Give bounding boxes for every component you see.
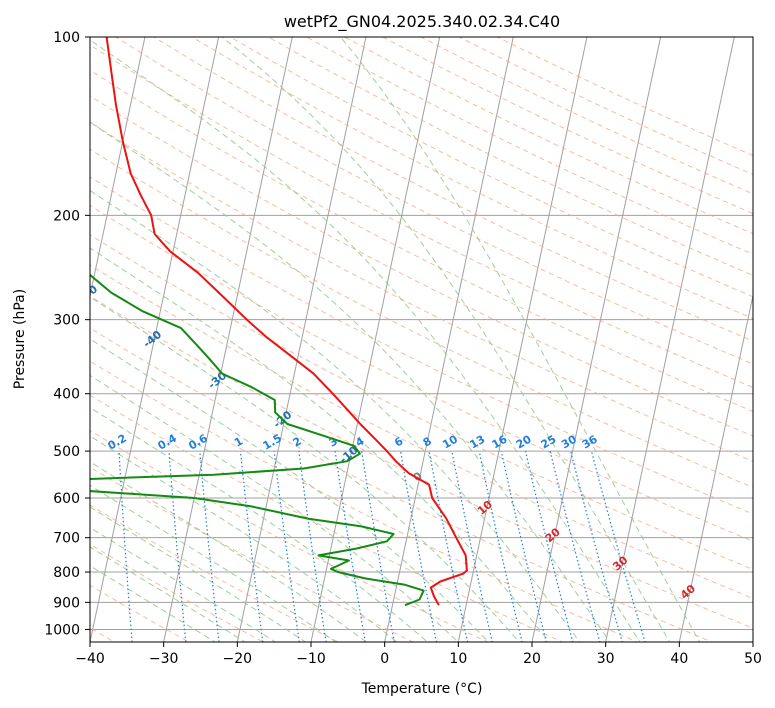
- mixing-ratio-line: [549, 450, 601, 642]
- mixing-ratio-line: [478, 450, 523, 642]
- moist-adiabat: [90, 506, 307, 642]
- dewpoint-profile-line: [90, 273, 425, 607]
- plot-area: [90, 37, 753, 642]
- x-tick-label: 40: [670, 651, 688, 667]
- plot-frame: [89, 36, 754, 643]
- moist-adiabat: [90, 461, 368, 642]
- y-tick-label: 300: [53, 313, 80, 329]
- x-tick-label: 20: [523, 651, 541, 667]
- isotherm-line: [457, 37, 588, 642]
- y-tick-label: 200: [53, 208, 80, 224]
- moist-adiabat: [90, 338, 490, 642]
- dry-adiabat: [90, 504, 340, 642]
- moist-adiabat: [221, 37, 671, 642]
- x-tick-label: −40: [75, 651, 105, 667]
- chart-title: wetPf2_GN04.2025.340.02.34.C40: [284, 12, 560, 32]
- moist-adiabat: [90, 374, 459, 642]
- dry-adiabat: [90, 204, 753, 542]
- mixing-ratio-line: [400, 451, 438, 642]
- moist-adiabat: [90, 406, 429, 642]
- mixing-ratio-line: [239, 451, 264, 642]
- isotherm-line: [236, 37, 367, 642]
- dry-adiabat: [90, 429, 489, 642]
- x-tick-label: 10: [449, 651, 467, 667]
- temperature-profile-line: [105, 37, 468, 606]
- dry-adiabat: [90, 176, 753, 515]
- dry-adiabat: [90, 543, 265, 642]
- mixing-ratio-line: [524, 450, 574, 642]
- mixing-ratio-line: [428, 450, 469, 642]
- mixing-ratio-line: [168, 451, 187, 642]
- axis-ticks: −40 −30 −20 −10 0 10 20 30 40 50 100 200 300 400 500 60…: [44, 30, 762, 667]
- moist-adiabat: [90, 484, 337, 642]
- y-tick-label: 600: [53, 491, 80, 507]
- mixing-ratio-line: [500, 450, 547, 642]
- mixing-ratio-line: [298, 451, 327, 642]
- background-lines: [90, 37, 753, 642]
- dry-adiabat: [90, 234, 753, 571]
- y-tick-label: 700: [53, 531, 80, 547]
- x-axis-label: Temperature (°C): [361, 681, 483, 697]
- y-tick-label: 400: [53, 387, 80, 403]
- isotherm-line: [605, 37, 735, 642]
- dry-adiabat: [90, 327, 714, 642]
- dry-adiabat: [90, 295, 753, 629]
- mixing-ratio-line: [118, 451, 133, 642]
- x-tick-label: −10: [296, 651, 326, 667]
- moist-adiabat: [90, 247, 551, 642]
- y-axis-label: Pressure (hPa): [12, 289, 28, 389]
- mixing-ratio-line: [199, 451, 220, 642]
- dry-adiabat: [90, 69, 753, 413]
- dry-adiabat: [90, 360, 639, 642]
- y-tick-label: 100: [53, 30, 80, 46]
- y-tick-label: 1000: [44, 622, 80, 638]
- isotherm-line: [310, 37, 441, 642]
- isotherm-line: [90, 37, 220, 642]
- moist-adiabat: [90, 565, 217, 642]
- mixing-ratio-line: [570, 450, 623, 642]
- y-tick-label: 800: [53, 565, 80, 581]
- x-tick-label: 50: [744, 651, 762, 667]
- dry-adiabat: [114, 37, 753, 365]
- isotherm-line: [531, 37, 662, 642]
- mixing-ratio-line: [451, 450, 493, 642]
- y-tick-label: 900: [53, 595, 80, 611]
- dry-adiabat: [90, 95, 753, 437]
- y-tick-label: 500: [53, 444, 80, 460]
- isotherm-label: -50: [77, 282, 101, 305]
- isotherm-line: [163, 37, 293, 642]
- mixing-ratio-line: [334, 451, 366, 642]
- moist-adiabat: [340, 37, 701, 642]
- moist-adiabat: [90, 121, 611, 642]
- isotherm-line: [384, 37, 514, 642]
- isotherm-line: [90, 37, 146, 298]
- mixing-ratio-line: [273, 451, 300, 642]
- mixing-ratio-line: [361, 451, 395, 642]
- moist-adiabat: [90, 189, 581, 642]
- moist-adiabat: [90, 39, 641, 642]
- moist-adiabat: [90, 296, 520, 642]
- dry-adiabat: [152, 37, 753, 342]
- dry-adiabat: [229, 37, 753, 298]
- dry-adiabat: [90, 394, 564, 642]
- x-tick-label: 30: [597, 651, 615, 667]
- x-tick-label: 0: [380, 651, 389, 667]
- profile-series: [90, 37, 468, 607]
- moist-adiabat: [90, 435, 398, 642]
- x-tick-label: −20: [223, 651, 253, 667]
- dry-adiabat: [90, 148, 753, 488]
- x-tick-label: −30: [149, 651, 179, 667]
